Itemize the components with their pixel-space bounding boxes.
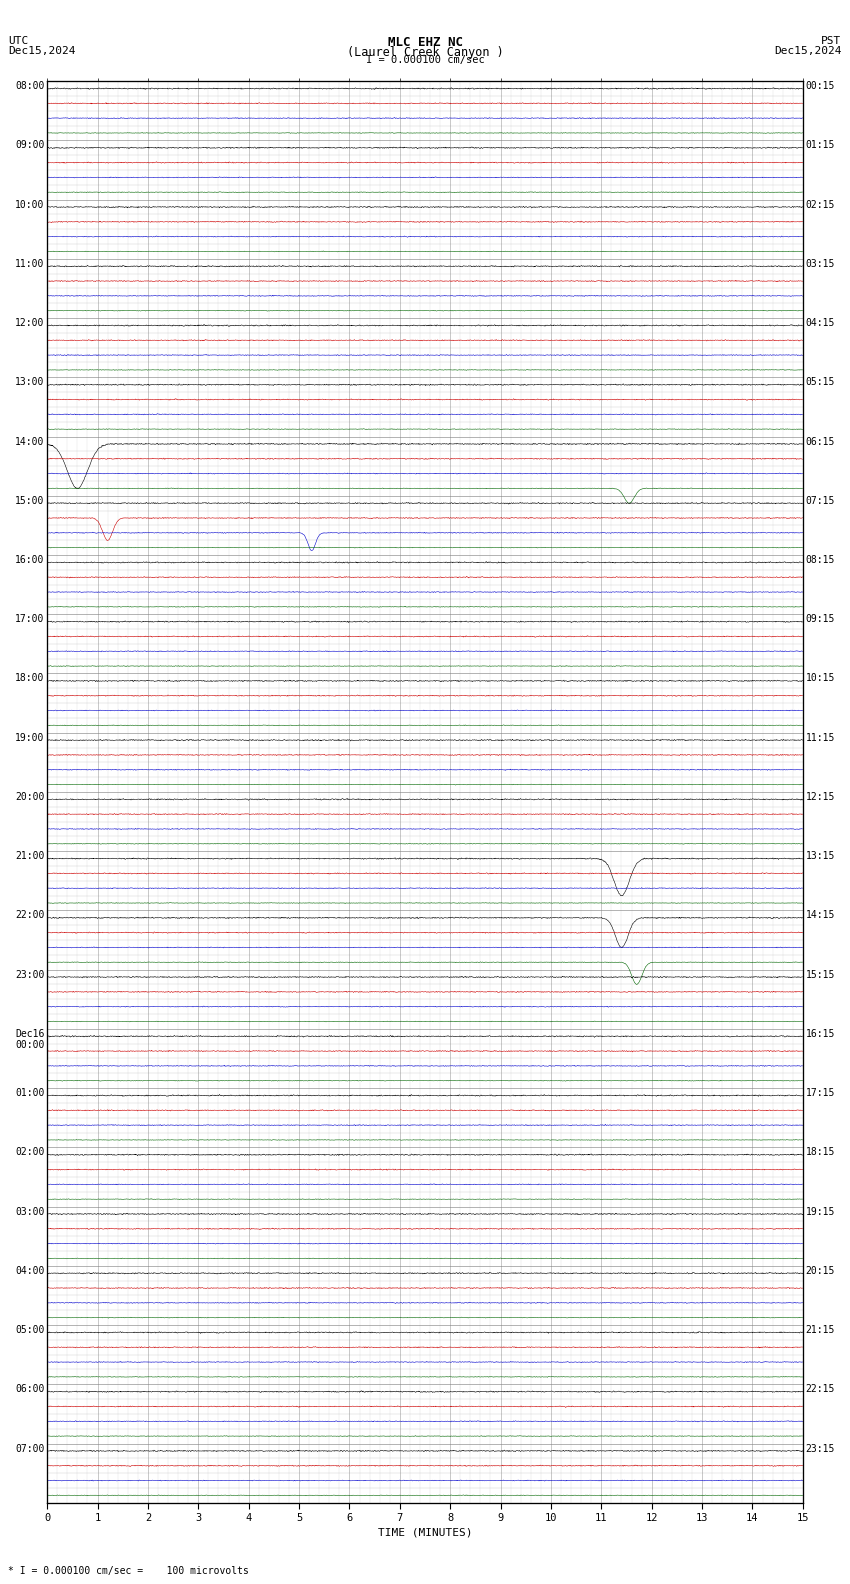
- Text: PST: PST: [821, 36, 842, 46]
- Text: I = 0.000100 cm/sec: I = 0.000100 cm/sec: [366, 55, 484, 65]
- Text: MLC EHZ NC: MLC EHZ NC: [388, 36, 462, 49]
- X-axis label: TIME (MINUTES): TIME (MINUTES): [377, 1527, 473, 1538]
- Text: Dec15,2024: Dec15,2024: [8, 46, 76, 55]
- Text: Dec15,2024: Dec15,2024: [774, 46, 842, 55]
- Text: (Laurel Creek Canyon ): (Laurel Creek Canyon ): [347, 46, 503, 59]
- Text: * I = 0.000100 cm/sec =    100 microvolts: * I = 0.000100 cm/sec = 100 microvolts: [8, 1567, 249, 1576]
- Text: UTC: UTC: [8, 36, 29, 46]
